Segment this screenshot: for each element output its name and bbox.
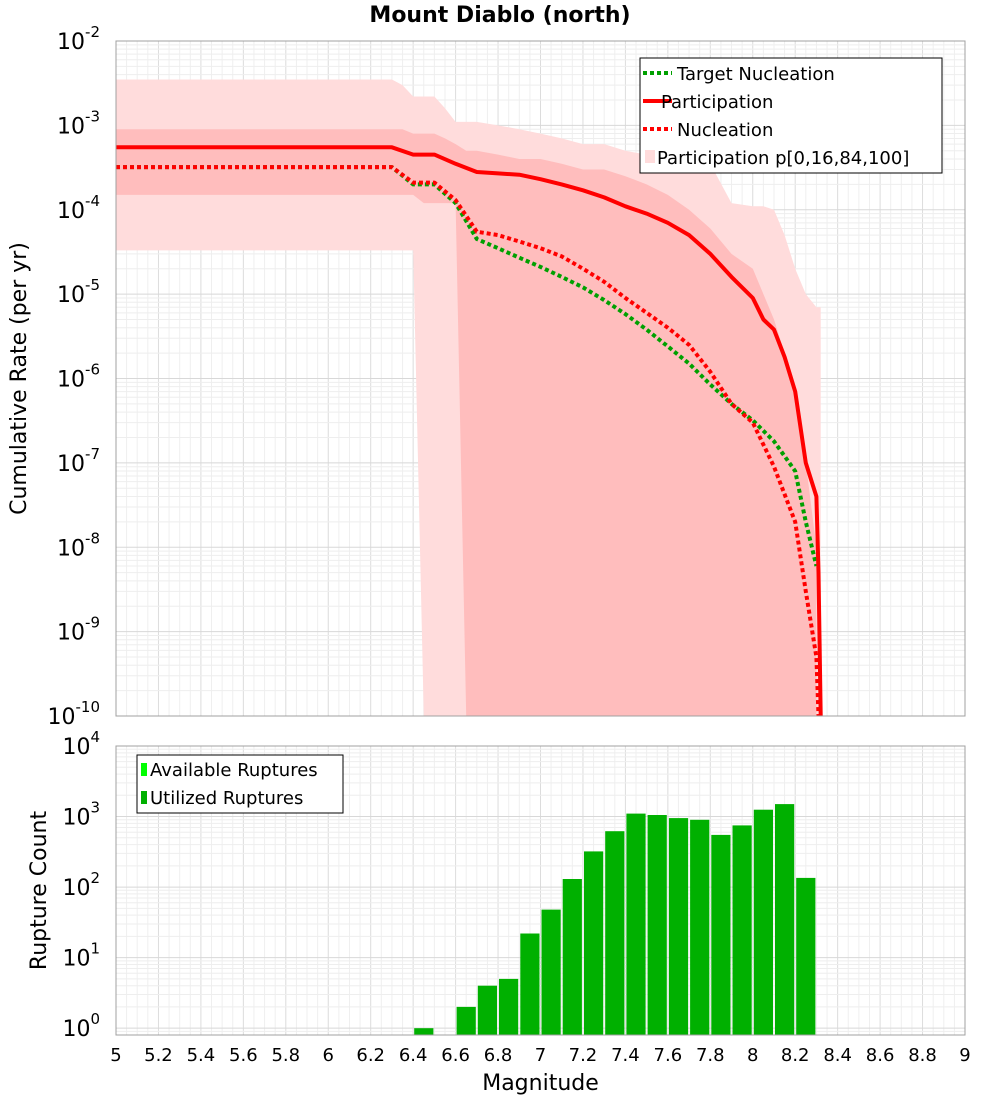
x-tick-label: 6	[323, 1045, 334, 1066]
x-tick-label: 5	[110, 1045, 121, 1066]
rupture-bar	[499, 978, 519, 1035]
band-inner-p16-p84	[116, 129, 817, 716]
x-tick-label: 5.4	[187, 1045, 216, 1066]
y-tick-label: 101	[62, 940, 100, 972]
bottom-y-axis-label: Rupture Count	[27, 811, 52, 971]
rupture-bar	[477, 985, 497, 1035]
legend-target-nucleation: Target Nucleation	[676, 64, 835, 85]
y-tick-label: 100	[62, 1010, 100, 1042]
x-tick-label: 8.6	[866, 1045, 895, 1066]
top-y-axis-label: Cumulative Rate (per yr)	[7, 242, 32, 515]
legend-participation: Participation	[661, 92, 773, 113]
x-tick-label: 6.8	[484, 1045, 513, 1066]
x-tick-label: 5.2	[144, 1045, 173, 1066]
top-legend: Target Nucleation Participation Nucleati…	[639, 57, 943, 174]
legend-nucleation: Nucleation	[677, 120, 773, 141]
rupture-bar	[456, 1006, 476, 1035]
top-legend-box	[639, 57, 943, 174]
legend-available-ruptures: Available Ruptures	[150, 760, 318, 781]
x-tick-label: 9	[959, 1045, 970, 1066]
bottom-legend: Available Ruptures Utilized Ruptures	[136, 754, 344, 814]
rupture-bar	[562, 879, 582, 1035]
legend-utilized-swatch	[141, 791, 147, 804]
x-tick-label: 7.2	[569, 1045, 598, 1066]
bottom-grid	[115, 745, 966, 1036]
x-tick-label: 7.8	[696, 1045, 725, 1066]
y-tick-label: 104	[62, 728, 100, 760]
y-tick-label: 10-5	[57, 276, 100, 308]
x-tick-label: 7.6	[654, 1045, 683, 1066]
legend-available-swatch	[141, 763, 147, 776]
y-tick-label: 10-8	[57, 529, 100, 561]
series-participation	[116, 145, 823, 717]
x-tick-label: 8	[747, 1045, 758, 1066]
rupture-bars	[414, 804, 816, 1035]
rupture-bar	[520, 933, 540, 1035]
x-tick-label: 6.6	[441, 1045, 470, 1066]
x-tick-label: 7	[535, 1045, 546, 1066]
rupture-bar	[584, 851, 604, 1035]
rupture-bar	[668, 818, 689, 1035]
x-tick-label: 8.4	[823, 1045, 852, 1066]
y-tick-label: 10-4	[57, 192, 100, 224]
series-nucleation	[116, 165, 821, 717]
legend-participation-band: Participation p[0,16,84,100]	[657, 148, 909, 169]
x-tick-label: 6.2	[356, 1045, 385, 1066]
rupture-bar	[753, 809, 773, 1035]
x-tick-label: 7.4	[611, 1045, 640, 1066]
y-tick-label: 10-9	[57, 614, 100, 646]
y-tick-label: 102	[62, 869, 100, 901]
rupture-bar	[732, 825, 752, 1035]
cumulative-rate-plot: 10-2 10-3 10-4 10-5 10-6 10-7 10-8 10-9 10-10 Cu…	[7, 23, 966, 730]
x-tick-label: 6.4	[399, 1045, 428, 1066]
x-tick-label: 5.8	[271, 1045, 300, 1066]
rupture-bar	[796, 877, 816, 1035]
participation-bands	[116, 79, 821, 716]
rate-lines	[116, 145, 823, 717]
y-tick-label: 10-7	[57, 445, 100, 477]
y-tick-label: 10-3	[57, 107, 100, 139]
chart-title: Mount Diablo (north)	[369, 3, 630, 28]
rupture-bar	[775, 804, 795, 1035]
legend-utilized-ruptures: Utilized Ruptures	[150, 788, 303, 809]
rupture-bar	[690, 819, 710, 1035]
y-tick-label: 10-6	[57, 361, 100, 393]
legend-participation-band-swatch	[645, 150, 655, 163]
rupture-bar	[626, 813, 646, 1035]
series-target-nucleation	[116, 165, 819, 567]
top-y-tick-labels: 10-2 10-3 10-4 10-5 10-6 10-7 10-8 10-9 10-10	[48, 23, 101, 730]
rupture-bar	[711, 834, 731, 1035]
y-tick-label: 103	[62, 799, 100, 831]
rupture-bar	[541, 909, 561, 1035]
x-tick-label: 5.6	[229, 1045, 258, 1066]
rupture-count-plot: 104 103 102 101 100 Rupture Count 5 5.2 5.4 5.6…	[27, 728, 971, 1096]
rupture-bar	[647, 815, 667, 1035]
bottom-y-tick-labels: 104 103 102 101 100	[62, 728, 100, 1042]
y-tick-label: 10-2	[57, 23, 100, 55]
x-tick-label: 8.8	[908, 1045, 937, 1066]
x-tick-labels: 5 5.2 5.4 5.6 5.8 6 6.2 6.4 6.6 6.8 7 7.2 7.4 7.6 7.8 8…	[110, 1045, 970, 1066]
x-tick-label: 8.2	[781, 1045, 810, 1066]
rupture-bar	[414, 1028, 434, 1035]
bottom-plot-border	[115, 745, 966, 1036]
top-plot-border	[115, 40, 966, 717]
y-tick-label: 10-10	[48, 698, 101, 730]
x-axis-label: Magnitude	[482, 1071, 599, 1096]
bottom-legend-box	[136, 754, 344, 814]
rupture-bar	[605, 831, 625, 1035]
